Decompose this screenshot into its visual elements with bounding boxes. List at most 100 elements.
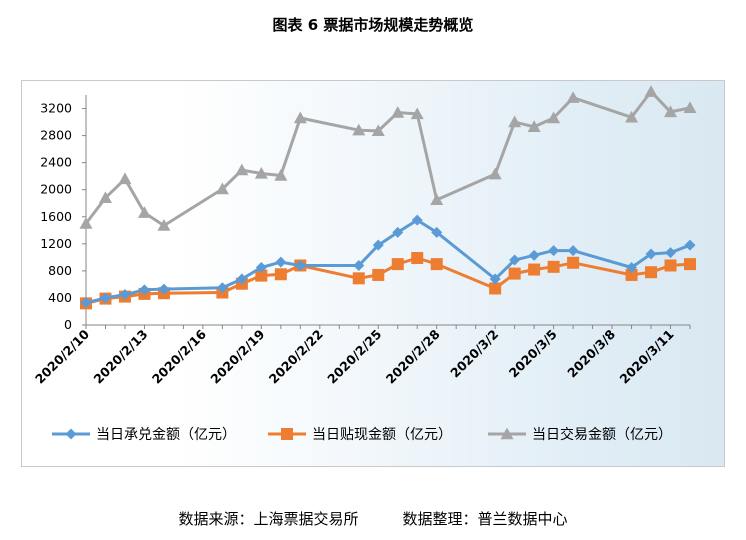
legend-item: 当日承兑金额（亿元） (52, 427, 236, 443)
y-tick-label: 800 (48, 263, 72, 278)
data-point-square (430, 258, 443, 271)
data-point-square (625, 268, 638, 281)
x-tick-label: 2020/2/28 (383, 327, 443, 387)
x-tick-label: 2020/3/8 (564, 327, 618, 381)
data-point-square (684, 258, 696, 271)
data-point-triangle (683, 101, 697, 114)
data-point-diamond (431, 226, 443, 238)
y-tick-label: 1200 (40, 236, 72, 251)
x-tick-label: 2020/2/13 (90, 327, 150, 387)
data-point-triangle (664, 105, 678, 118)
y-tick-label: 1600 (40, 209, 72, 224)
data-point-triangle (274, 169, 288, 181)
data-point-diamond (216, 282, 228, 294)
data-point-diamond (65, 428, 77, 440)
data-point-diamond (548, 245, 560, 257)
data-point-square (567, 256, 580, 269)
data-point-diamond (665, 247, 677, 259)
data-point-square (664, 259, 677, 272)
data-point-square (547, 260, 560, 273)
x-tick-label-group: 2020/3/2 (447, 327, 501, 381)
data-point-triangle (625, 110, 639, 123)
series-triangle (79, 85, 697, 231)
data-point-triangle (527, 120, 541, 132)
x-tick-label: 2020/2/16 (149, 326, 209, 386)
data-point-diamond (645, 248, 657, 260)
legend-item: 当日交易金额（亿元） (488, 426, 672, 443)
legend-label: 当日承兑金额（亿元） (96, 427, 236, 443)
data-point-diamond (353, 259, 365, 271)
data-point-triangle (137, 206, 151, 218)
x-tick-label-group: 2020/3/11 (617, 327, 677, 387)
y-tick-label: 400 (48, 290, 72, 305)
x-tick-label: 2020/2/10 (32, 326, 92, 386)
series-line (85, 256, 691, 305)
y-tick-label: 2400 (40, 155, 72, 170)
data-point-triangle (254, 166, 268, 179)
data-point-triangle (215, 182, 229, 195)
line-chart: 0 400 800 1200 1600 2000 2400 2800 3200 2020/2/10… (32, 85, 697, 443)
x-tick-label-group: 2020/2/28 (383, 327, 443, 387)
data-point-square (489, 282, 502, 295)
data-point-diamond (236, 273, 248, 285)
data-point-diamond (392, 226, 404, 238)
data-point-triangle (352, 123, 366, 136)
data-source-text: 数据来源：上海票据交易所 (178, 510, 359, 528)
data-point-diamond (528, 249, 540, 261)
data-point-square (255, 269, 268, 282)
y-tick-label: 2800 (40, 128, 72, 143)
x-tick-label-group: 2020/2/25 (324, 327, 384, 387)
data-point-triangle (500, 427, 514, 440)
data-point-square (411, 252, 424, 265)
data-point-diamond (119, 289, 131, 301)
data-point-diamond (411, 214, 423, 226)
data-point-square (352, 272, 365, 285)
data-compiled-text: 数据整理：普兰数据中心 (402, 510, 568, 528)
data-point-square (645, 266, 658, 279)
source-line: 数据来源：上海票据交易所 数据整理：普兰数据中心 (0, 508, 746, 529)
x-tick-label-group: 2020/2/19 (207, 327, 267, 387)
x-tick-label: 2020/2/22 (266, 327, 326, 387)
data-point-triangle (79, 217, 93, 229)
chart-panel: 0 400 800 1200 1600 2000 2400 2800 3200 2020/2/10… (21, 80, 725, 467)
data-point-triangle (410, 107, 424, 120)
x-tick-label: 2020/3/5 (506, 327, 560, 381)
x-tick-label-group: 2020/3/5 (506, 327, 560, 381)
x-tick-label: 2020/3/2 (447, 327, 501, 381)
data-point-triangle (235, 163, 249, 176)
data-point-square (372, 268, 385, 281)
x-tick-label-group: 2020/2/10 (32, 326, 92, 386)
data-point-triangle (391, 106, 405, 118)
x-tick-label-group: 2020/2/16 (149, 326, 209, 386)
data-point-triangle (644, 85, 658, 97)
data-point-triangle (371, 124, 385, 137)
x-tick-label-group: 2020/3/8 (564, 327, 618, 381)
data-point-diamond (509, 254, 521, 266)
series-line (85, 218, 691, 305)
data-point-triangle (157, 219, 171, 231)
legend-item: 当日贴现金额（亿元） (268, 427, 452, 443)
data-point-square (281, 428, 293, 440)
data-point-diamond (294, 259, 306, 271)
data-point-diamond (567, 245, 579, 257)
data-point-diamond (255, 262, 267, 273)
y-tick-label: 3200 (40, 101, 72, 116)
data-point-square (274, 268, 287, 281)
series-diamond (80, 214, 696, 309)
data-point-triangle (430, 193, 444, 206)
series-line (84, 90, 691, 228)
data-point-square (391, 258, 404, 271)
data-point-diamond (158, 283, 170, 295)
data-point-diamond (80, 297, 92, 309)
data-point-diamond (372, 239, 384, 251)
legend-label: 当日交易金额（亿元） (532, 426, 672, 443)
data-point-square (508, 267, 521, 280)
data-point-diamond (275, 256, 287, 268)
data-point-triangle (488, 167, 502, 180)
x-tick-label-group: 2020/2/13 (90, 327, 150, 387)
data-point-square (528, 263, 541, 276)
x-tick-label: 2020/3/11 (617, 327, 677, 387)
data-point-triangle (547, 111, 561, 124)
data-point-triangle (98, 191, 112, 204)
data-point-diamond (489, 273, 501, 285)
